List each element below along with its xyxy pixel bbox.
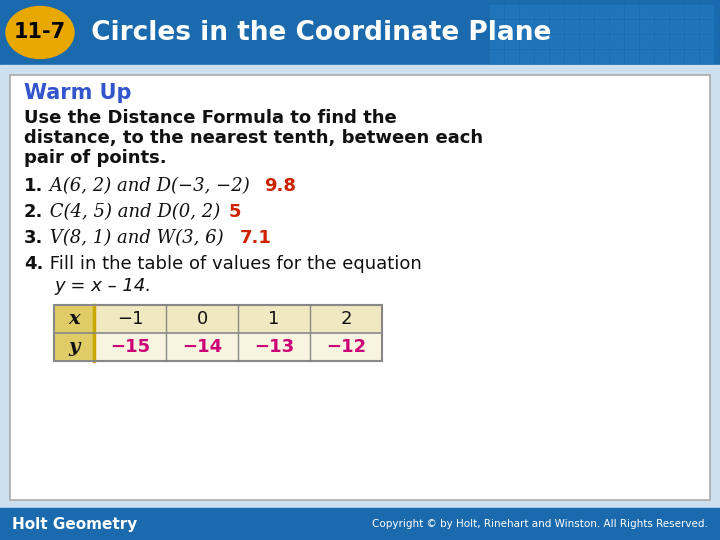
Bar xyxy=(610,35,623,48)
Bar xyxy=(580,35,593,48)
Bar xyxy=(520,20,533,33)
Text: 11-7: 11-7 xyxy=(14,23,66,43)
Text: pair of points.: pair of points. xyxy=(24,149,166,167)
Bar xyxy=(595,5,608,18)
Bar xyxy=(0,65,720,508)
Bar xyxy=(565,5,578,18)
Text: V(8, 1) and W(3, 6): V(8, 1) and W(3, 6) xyxy=(44,229,230,247)
Bar xyxy=(700,35,713,48)
Bar xyxy=(490,50,503,63)
Text: distance, to the nearest tenth, between each: distance, to the nearest tenth, between … xyxy=(24,129,483,147)
Bar xyxy=(580,50,593,63)
Text: Copyright © by Holt, Rinehart and Winston. All Rights Reserved.: Copyright © by Holt, Rinehart and Winsto… xyxy=(372,519,708,529)
Bar xyxy=(490,35,503,48)
Bar xyxy=(520,5,533,18)
Bar xyxy=(535,50,548,63)
Text: Fill in the table of values for the equation: Fill in the table of values for the equa… xyxy=(44,255,422,273)
Bar xyxy=(670,5,683,18)
Bar xyxy=(54,305,382,361)
Bar xyxy=(685,20,698,33)
Bar xyxy=(535,5,548,18)
Bar xyxy=(670,50,683,63)
Bar xyxy=(505,5,518,18)
Text: −13: −13 xyxy=(254,338,294,356)
Bar xyxy=(670,20,683,33)
Bar xyxy=(535,35,548,48)
Bar xyxy=(685,35,698,48)
Text: Holt Geometry: Holt Geometry xyxy=(12,516,138,531)
Text: −12: −12 xyxy=(326,338,366,356)
Bar xyxy=(535,20,548,33)
Ellipse shape xyxy=(6,6,74,58)
Text: −14: −14 xyxy=(182,338,222,356)
Bar xyxy=(625,5,638,18)
Bar xyxy=(505,35,518,48)
Bar xyxy=(640,50,653,63)
Bar xyxy=(54,333,382,361)
Bar xyxy=(670,35,683,48)
Text: C(4, 5) and D(0, 2): C(4, 5) and D(0, 2) xyxy=(44,203,226,221)
Bar xyxy=(700,50,713,63)
Bar xyxy=(610,5,623,18)
Text: 2.: 2. xyxy=(24,203,43,221)
Bar xyxy=(550,35,563,48)
Bar xyxy=(595,35,608,48)
Bar xyxy=(0,508,720,540)
Bar xyxy=(565,20,578,33)
Bar xyxy=(550,5,563,18)
Bar xyxy=(685,50,698,63)
Text: 7.1: 7.1 xyxy=(240,229,272,247)
Text: 3.: 3. xyxy=(24,229,43,247)
Bar xyxy=(490,20,503,33)
Bar xyxy=(655,50,668,63)
Bar xyxy=(625,35,638,48)
Text: A(6, 2) and D(−3, −2): A(6, 2) and D(−3, −2) xyxy=(44,177,256,195)
Text: x: x xyxy=(68,310,80,328)
Text: Circles in the Coordinate Plane: Circles in the Coordinate Plane xyxy=(82,19,552,45)
Bar xyxy=(700,5,713,18)
Bar xyxy=(625,50,638,63)
Bar xyxy=(580,20,593,33)
Text: −1: −1 xyxy=(117,310,143,328)
Text: 9.8: 9.8 xyxy=(264,177,296,195)
Bar xyxy=(54,305,94,361)
Bar xyxy=(565,50,578,63)
Text: 4.: 4. xyxy=(24,255,43,273)
Text: Warm Up: Warm Up xyxy=(24,83,132,103)
Bar xyxy=(550,50,563,63)
Bar xyxy=(625,20,638,33)
Text: Use the Distance Formula to find the: Use the Distance Formula to find the xyxy=(24,109,397,127)
Bar xyxy=(550,20,563,33)
Bar xyxy=(595,50,608,63)
Text: 0: 0 xyxy=(197,310,207,328)
Text: 1: 1 xyxy=(269,310,279,328)
Bar xyxy=(700,20,713,33)
Bar xyxy=(54,305,382,333)
Text: −15: −15 xyxy=(110,338,150,356)
Bar xyxy=(565,35,578,48)
Text: 5: 5 xyxy=(229,203,241,221)
Bar xyxy=(520,35,533,48)
Bar xyxy=(655,20,668,33)
Bar xyxy=(10,75,710,500)
Text: y: y xyxy=(68,338,80,356)
Text: 2: 2 xyxy=(341,310,352,328)
Bar xyxy=(505,20,518,33)
Bar xyxy=(640,20,653,33)
Bar xyxy=(0,0,720,65)
Bar xyxy=(595,20,608,33)
Bar xyxy=(685,5,698,18)
Text: 1.: 1. xyxy=(24,177,43,195)
Bar xyxy=(610,20,623,33)
Bar xyxy=(580,5,593,18)
Bar xyxy=(610,50,623,63)
Bar xyxy=(505,50,518,63)
Bar xyxy=(655,35,668,48)
Bar xyxy=(655,5,668,18)
Bar xyxy=(490,5,503,18)
Text: y = x – 14.: y = x – 14. xyxy=(54,277,151,295)
Bar xyxy=(640,35,653,48)
Bar xyxy=(640,5,653,18)
Bar xyxy=(520,50,533,63)
